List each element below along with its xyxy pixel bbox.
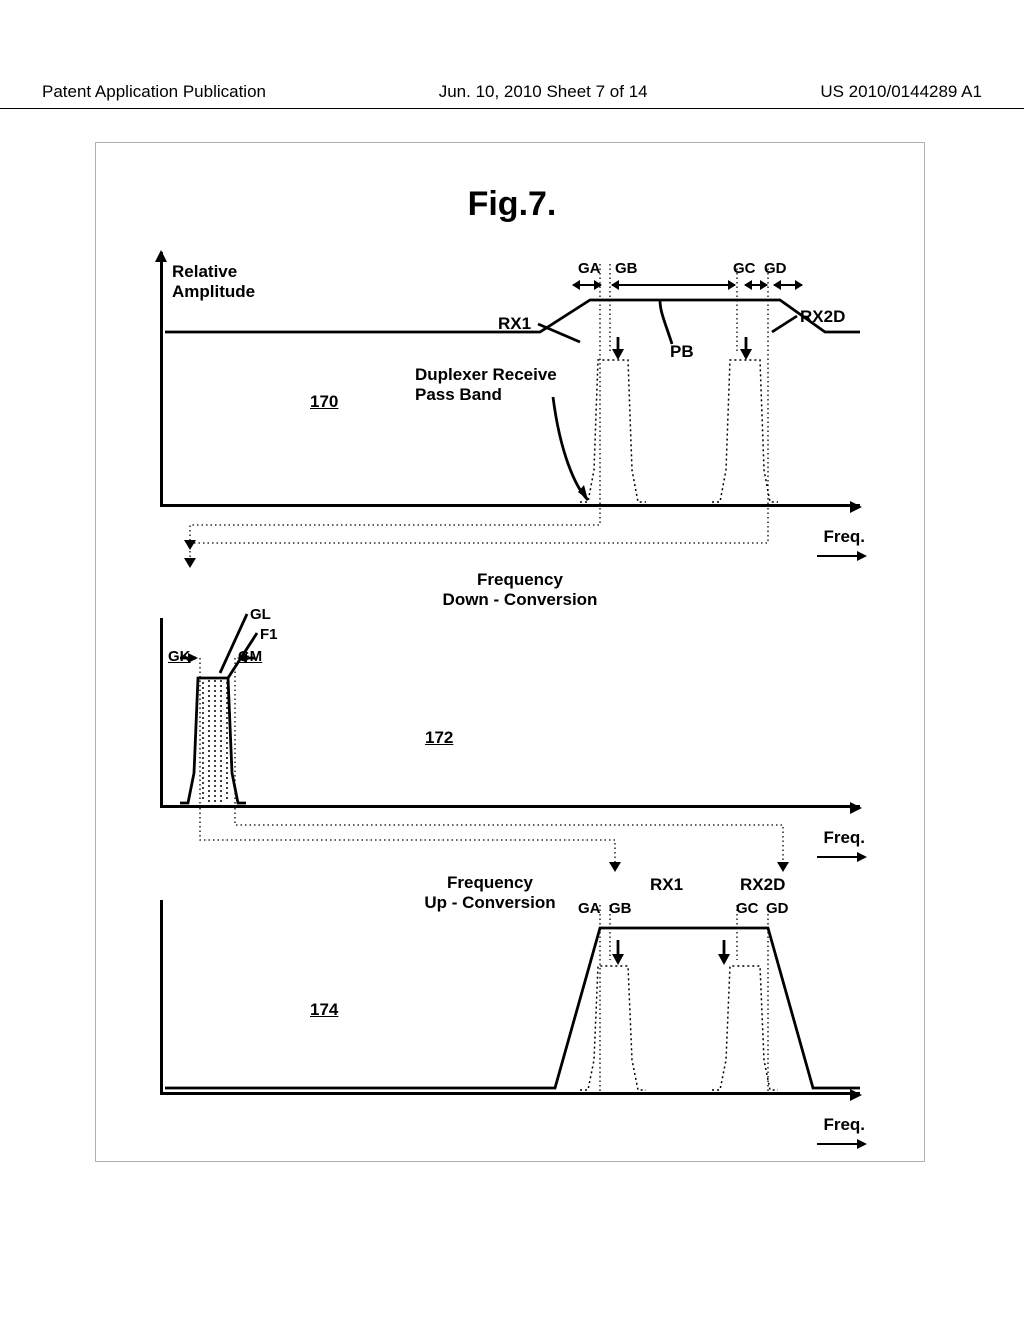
chart-172-svg bbox=[160, 578, 860, 808]
freq-label: Freq. bbox=[823, 1115, 865, 1135]
panel-174: 174 GA GB GC GD RX1 RX2D Freq. bbox=[160, 870, 860, 1095]
freq-arrow-icon bbox=[817, 1143, 865, 1145]
figure-title: Fig.7. bbox=[0, 185, 1024, 224]
header-right: US 2010/0144289 A1 bbox=[820, 82, 982, 102]
panel-172: 172 GK GM GL F1 Freq. bbox=[160, 578, 860, 808]
patent-header: Patent Application Publication Jun. 10, … bbox=[0, 82, 1024, 109]
header-left: Patent Application Publication bbox=[42, 82, 266, 102]
chart-174-svg bbox=[160, 870, 860, 1095]
panel-170: Relative Amplitude 170 Duplexer Receive … bbox=[160, 252, 860, 507]
header-center: Jun. 10, 2010 Sheet 7 of 14 bbox=[439, 82, 648, 102]
chart-170-svg bbox=[160, 252, 860, 507]
